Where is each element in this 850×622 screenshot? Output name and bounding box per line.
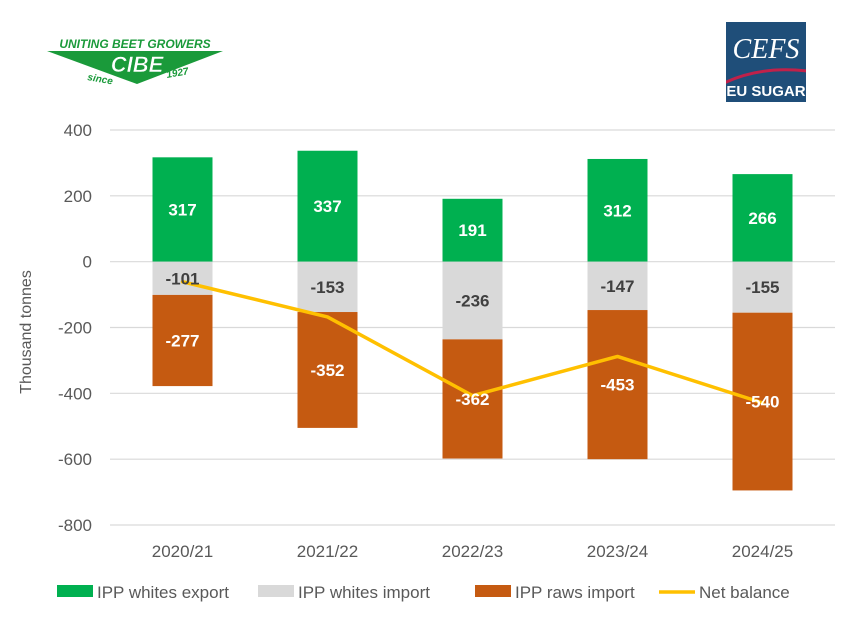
net-balance-line bbox=[180, 279, 765, 405]
svg-text:CIBE: CIBE bbox=[111, 52, 165, 77]
y-tick-label: -800 bbox=[58, 516, 92, 535]
y-tick-label: -200 bbox=[58, 319, 92, 338]
legend-swatch bbox=[475, 585, 511, 597]
data-label: -147 bbox=[600, 277, 634, 296]
y-tick-label: -600 bbox=[58, 450, 92, 469]
bar-ipp-whites-export bbox=[442, 198, 503, 262]
bar-ipp-whites-import bbox=[442, 261, 503, 340]
y-tick-label: 400 bbox=[64, 121, 92, 140]
x-tick-label: 2024/25 bbox=[732, 542, 793, 561]
svg-text:CEFS: CEFS bbox=[733, 34, 800, 65]
bar-ipp-whites-export bbox=[732, 174, 793, 262]
legend-label: IPP raws import bbox=[515, 583, 635, 602]
bar-ipp-raws-import bbox=[587, 310, 648, 460]
bar-ipp-whites-import bbox=[587, 261, 648, 311]
bar-ipp-raws-import bbox=[152, 294, 213, 387]
y-tick-label: 0 bbox=[83, 253, 92, 272]
bar-ipp-raws-import bbox=[442, 339, 503, 459]
data-label: 317 bbox=[168, 200, 196, 219]
data-label: -101 bbox=[165, 269, 199, 288]
bar-ipp-raws-import bbox=[297, 312, 358, 428]
svg-text:UNITING BEET GROWERS: UNITING BEET GROWERS bbox=[59, 37, 210, 51]
legend-item: IPP whites export bbox=[57, 583, 229, 602]
data-label: -277 bbox=[165, 332, 199, 351]
cibe-logo: UNITING BEET GROWERS CIBE since 1927 bbox=[45, 36, 225, 87]
y-tick-label: -400 bbox=[58, 384, 92, 403]
bar-ipp-whites-import bbox=[732, 261, 793, 313]
data-label: -352 bbox=[310, 361, 344, 380]
data-label: -540 bbox=[745, 393, 779, 412]
bar-ipp-whites-export bbox=[297, 150, 358, 262]
data-label: 191 bbox=[458, 221, 486, 240]
data-label: 266 bbox=[748, 209, 776, 228]
svg-text:1927: 1927 bbox=[166, 66, 190, 81]
legend-swatch bbox=[258, 585, 294, 597]
x-tick-label: 2023/24 bbox=[587, 542, 648, 561]
data-label: -236 bbox=[455, 292, 489, 311]
cefs-logo: CEFS EU SUGAR bbox=[721, 22, 827, 102]
legend-swatch bbox=[57, 585, 93, 597]
data-label: -362 bbox=[455, 390, 489, 409]
data-label: -153 bbox=[310, 278, 344, 297]
svg-text:since: since bbox=[86, 72, 114, 86]
legend-label: Net balance bbox=[699, 583, 790, 602]
data-label: 312 bbox=[603, 201, 631, 220]
bar-ipp-whites-import bbox=[152, 261, 213, 295]
x-tick-label: 2021/22 bbox=[297, 542, 358, 561]
legend-label: IPP whites export bbox=[97, 583, 229, 602]
data-label: 337 bbox=[313, 197, 341, 216]
y-axis-label: Thousand tonnes bbox=[18, 270, 35, 394]
bar-ipp-whites-import bbox=[297, 261, 358, 313]
legend-item: Net balance bbox=[659, 583, 790, 602]
svg-text:EU SUGAR: EU SUGAR bbox=[726, 83, 805, 100]
y-tick-label: 200 bbox=[64, 187, 92, 206]
legend-label: IPP whites import bbox=[298, 583, 430, 602]
x-tick-label: 2022/23 bbox=[442, 542, 503, 561]
legend-item: IPP whites import bbox=[258, 583, 430, 602]
data-label: -155 bbox=[745, 278, 779, 297]
legend-item: IPP raws import bbox=[475, 583, 635, 602]
data-label: -453 bbox=[600, 376, 634, 395]
bar-ipp-whites-export bbox=[587, 158, 648, 262]
x-tick-label: 2020/21 bbox=[152, 542, 213, 561]
bar-ipp-whites-export bbox=[152, 157, 213, 262]
